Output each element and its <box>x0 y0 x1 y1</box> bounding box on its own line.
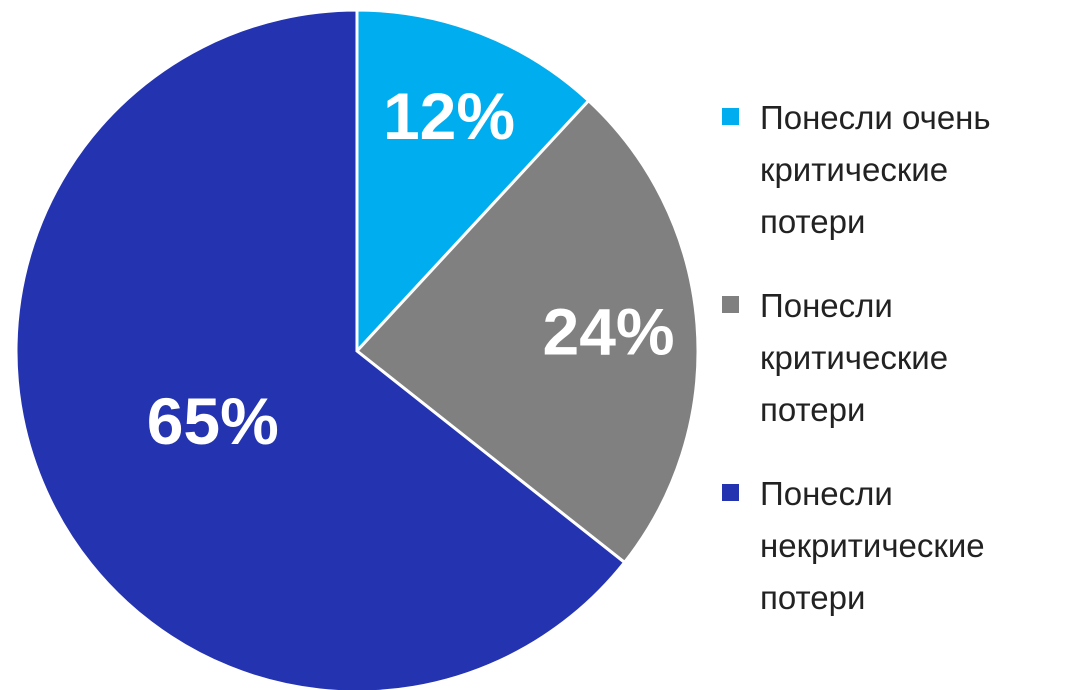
legend-item: Понесли некритические потери <box>722 468 1062 624</box>
pie-slice <box>354 98 700 565</box>
legend-swatch <box>722 108 739 125</box>
pie-slice <box>14 8 627 690</box>
pie-slice <box>355 8 591 355</box>
chart: 12% 24% 65% <box>14 8 700 690</box>
legend-swatch <box>722 296 739 313</box>
legend-label: Понесли очень критические потери <box>760 99 991 240</box>
legend-label: Понесли критические потери <box>760 287 949 428</box>
legend-item: Понесли критические потери <box>722 280 1062 436</box>
value-label: 65% <box>147 384 279 458</box>
value-label: 24% <box>543 294 675 368</box>
legend-swatch <box>722 484 739 501</box>
legend-label: Понесли некритические потери <box>760 475 985 616</box>
legend-item: Понесли очень критические потери <box>722 92 1062 248</box>
value-label: 12% <box>383 79 515 153</box>
legend: Понесли очень критические потери Понесли … <box>722 92 1062 656</box>
